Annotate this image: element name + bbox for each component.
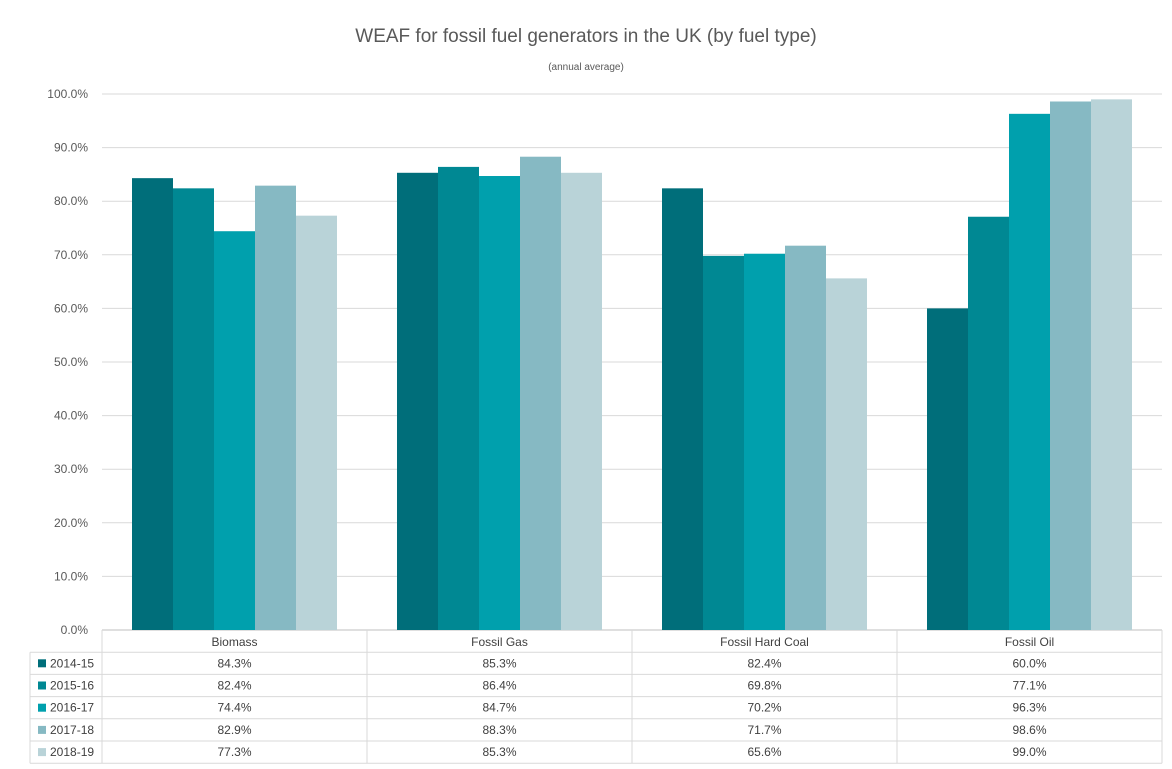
- bar: [397, 172, 438, 631]
- series-name: 2014-15: [50, 656, 94, 670]
- bar: [968, 216, 1009, 630]
- data-label: 70.2%: [747, 701, 781, 715]
- bar: [1091, 99, 1132, 631]
- y-tick-label: 50.0%: [54, 355, 88, 369]
- data-label: 82.4%: [217, 679, 251, 693]
- bar: [826, 278, 867, 630]
- bar: [927, 308, 968, 630]
- data-label: 98.6%: [1012, 723, 1046, 737]
- category-label: Biomass: [211, 635, 257, 649]
- series-name: 2015-16: [50, 679, 94, 693]
- bar: [703, 255, 744, 630]
- data-label: 74.4%: [217, 701, 251, 715]
- bar: [662, 188, 703, 630]
- series-name: 2018-19: [50, 745, 94, 759]
- chart-subtitle: (annual average): [548, 62, 624, 73]
- bar: [520, 156, 561, 630]
- y-tick-label: 10.0%: [54, 569, 88, 583]
- bar: [479, 176, 520, 630]
- bar: [296, 215, 337, 630]
- data-label: 99.0%: [1012, 745, 1046, 759]
- data-table: Biomass Fossil Gas Fossil Hard Coal Fossil …: [29, 630, 1163, 764]
- y-tick-label: 30.0%: [54, 462, 88, 476]
- bar: [255, 185, 296, 630]
- category-label: Fossil Hard Coal: [720, 635, 809, 649]
- legend-key: [38, 659, 46, 668]
- series-name: 2017-18: [50, 723, 94, 737]
- data-label: 88.3%: [482, 723, 516, 737]
- data-label: 65.6%: [747, 745, 781, 759]
- y-tick-label: 80.0%: [54, 194, 88, 208]
- bar: [438, 166, 479, 630]
- y-tick-label: 60.0%: [54, 301, 88, 315]
- data-label: 71.7%: [747, 723, 781, 737]
- y-tick-label: 70.0%: [54, 248, 88, 262]
- y-axis-tick-labels: 0.0% 10.0% 20.0% 30.0% 40.0% 50.0% 60.0% 70.0% 8…: [47, 87, 88, 637]
- y-tick-label: 20.0%: [54, 516, 88, 530]
- legend-key: [38, 748, 46, 757]
- data-label: 82.9%: [217, 723, 251, 737]
- data-label: 60.0%: [1012, 656, 1046, 670]
- bar: [1009, 113, 1050, 630]
- y-tick-label: 0.0%: [61, 623, 89, 637]
- data-label: 77.3%: [217, 745, 251, 759]
- bar: [744, 253, 785, 630]
- data-label: 85.3%: [482, 656, 516, 670]
- legend-key: [38, 703, 46, 712]
- series-name: 2016-17: [50, 701, 94, 715]
- bar: [1050, 101, 1091, 630]
- data-label: 82.4%: [747, 656, 781, 670]
- data-label: 77.1%: [1012, 679, 1046, 693]
- chart-title: WEAF for fossil fuel generators in the U…: [355, 26, 816, 47]
- legend-key: [38, 725, 46, 734]
- bar: [214, 231, 255, 630]
- bars: [132, 99, 1132, 631]
- category-label: Fossil Gas: [471, 635, 528, 649]
- bar: [173, 188, 214, 630]
- bar: [785, 245, 826, 631]
- data-label: 84.3%: [217, 656, 251, 670]
- y-tick-label: 100.0%: [47, 87, 88, 101]
- bar: [561, 172, 602, 631]
- data-label: 85.3%: [482, 745, 516, 759]
- y-tick-label: 90.0%: [54, 141, 88, 155]
- bar: [132, 178, 173, 631]
- legend-key: [38, 681, 46, 690]
- data-label: 69.8%: [747, 679, 781, 693]
- data-label: 84.7%: [482, 701, 516, 715]
- data-label: 86.4%: [482, 679, 516, 693]
- data-label: 96.3%: [1012, 701, 1046, 715]
- y-tick-label: 40.0%: [54, 409, 88, 423]
- category-label: Fossil Oil: [1005, 635, 1054, 649]
